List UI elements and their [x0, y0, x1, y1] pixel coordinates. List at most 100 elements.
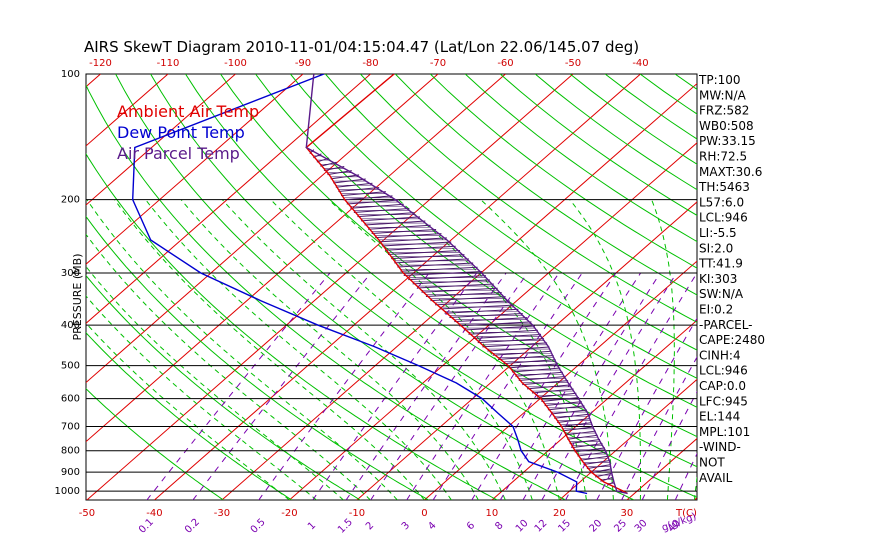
moist-adiabat-line [270, 199, 533, 500]
legend-entry: Air Parcel Temp [117, 144, 240, 163]
legend: Ambient Air Temp Dew Point Temp Air Parcel… [117, 102, 259, 163]
index-label: NOT [699, 456, 725, 470]
index-label: LFC:945 [699, 394, 748, 408]
pressure-tick-label: 800 [61, 446, 80, 457]
pressure-tick-label: 600 [61, 394, 80, 405]
isotherm-line [86, 74, 371, 324]
mixing-ratio-lines [146, 272, 697, 500]
moist-adiabat-line [114, 199, 425, 500]
index-label: TP:100 [698, 73, 741, 87]
isotherm-line [86, 74, 439, 384]
dry-adiabat-line [86, 388, 224, 500]
dry-adiabat-line [86, 84, 566, 500]
mixing-ratio-tick-label: 3 [400, 520, 412, 532]
pressure-tick-label: 700 [61, 422, 80, 433]
top-temp-tick-label: -70 [430, 58, 446, 69]
index-label: MPL:101 [699, 425, 750, 439]
mixing-ratio-tick-label: 8 [493, 520, 505, 532]
mixing-ratio-tick-label: 0.1 [137, 517, 156, 536]
index-label: SW:N/A [699, 287, 744, 301]
index-label: AVAIL [699, 471, 733, 485]
mixing-ratio-line [522, 272, 661, 500]
isotherm-line [356, 201, 697, 500]
dry-adiabat-line [86, 332, 293, 500]
isotherm-line [86, 74, 101, 88]
top-temp-tick-label: -100 [224, 58, 247, 69]
bottom-temp-tick-label: -10 [349, 508, 365, 519]
pressure-tick-label: 100 [61, 69, 80, 80]
dry-adiabat-line [150, 74, 697, 499]
dry-adiabat-line [325, 74, 697, 351]
index-label: TH:5463 [698, 180, 750, 194]
sounding-series [131, 74, 628, 495]
index-label: MW:N/A [699, 88, 747, 102]
top-temp-tick-label: -40 [632, 58, 648, 69]
parcel-series-line [305, 74, 628, 495]
mixing-ratio-tick-label: 0.5 [249, 517, 268, 536]
isotherm-line [154, 74, 641, 500]
index-label: FRZ:582 [699, 104, 749, 118]
mixing-ratio-line [146, 272, 331, 500]
dry-adiabat-line [360, 74, 697, 323]
index-label: CAP:0.0 [699, 379, 746, 393]
mixing-ratio-line [345, 272, 507, 500]
isotherm-line [289, 142, 697, 500]
isotherm-line [0, 74, 33, 500]
moist-adiabat-line [651, 199, 675, 500]
isotherm-line [86, 74, 304, 265]
top-temp-tick-label: -110 [157, 58, 180, 69]
pressure-tick-label: 500 [61, 361, 80, 372]
top-temp-tick-label: -50 [565, 58, 581, 69]
moist-adiabat-line [86, 322, 290, 500]
chart-title: AIRS SkewT Diagram 2010-11-01/04:15:04.4… [84, 38, 639, 56]
dry-adiabat-line [499, 74, 697, 216]
dry-adiabat-line [290, 74, 697, 379]
moist-adiabat-line [145, 199, 452, 500]
mixing-ratio-line [674, 452, 697, 500]
index-label: KI:303 [699, 272, 737, 286]
dry-adiabat-line [86, 215, 429, 500]
index-label: WB0:508 [699, 119, 754, 133]
bottom-temp-unit-label: T(C) [675, 508, 697, 519]
isobar-lines [86, 199, 697, 492]
index-label: SI:2.0 [699, 241, 733, 255]
top-temp-tick-label: -60 [497, 58, 513, 69]
index-label: L57:6.0 [699, 195, 744, 209]
top-temp-tick-label: -120 [89, 58, 112, 69]
mixing-ratio-line [432, 272, 583, 500]
index-label: LCL:946 [699, 364, 748, 378]
moist-adiabat-line [180, 199, 479, 500]
pressure-tick-label: 400 [61, 320, 80, 331]
bottom-temp-tick-label: 10 [486, 508, 499, 519]
bottom-temp-tick-label: 0 [421, 508, 427, 519]
index-label: MAXT:30.6 [699, 165, 762, 179]
mixing-ratio-tick-label: 1.5 [336, 517, 355, 536]
dry-adiabat-line [86, 274, 361, 500]
bottom-temp-tick-label: -40 [146, 508, 162, 519]
moist-adiabat-line [86, 265, 344, 500]
isotherm-line [559, 378, 697, 500]
isotherm-line [221, 82, 697, 500]
plot-frame [85, 73, 698, 501]
index-label: TT:41.9 [698, 257, 743, 271]
mixing-ratio-tick-label: 30 [633, 518, 650, 535]
mixing-ratio-line [312, 272, 478, 500]
mixing-ratio-line [641, 390, 697, 500]
mixing-ratio-line [596, 317, 697, 500]
isotherm-line [86, 74, 236, 206]
bottom-temp-tick-label: -20 [281, 508, 297, 519]
pressure-tick-label: 1000 [55, 486, 80, 497]
legend-entry: Dew Point Temp [117, 123, 245, 142]
mixing-ratio-line [258, 272, 430, 500]
mixing-ratio-line [621, 356, 697, 500]
moist-adiabat-line [569, 199, 641, 500]
index-label: LI:-5.5 [699, 226, 737, 240]
mixing-ratio-tick-label: 1 [306, 520, 318, 532]
index-label: CAPE:2480 [699, 333, 765, 347]
moist-adiabat-line [328, 199, 560, 500]
index-label: EL:144 [699, 410, 740, 424]
isotherm-line [86, 74, 169, 147]
top-temp-tick-label: -80 [362, 58, 378, 69]
pressure-tick-label: 200 [61, 195, 80, 206]
